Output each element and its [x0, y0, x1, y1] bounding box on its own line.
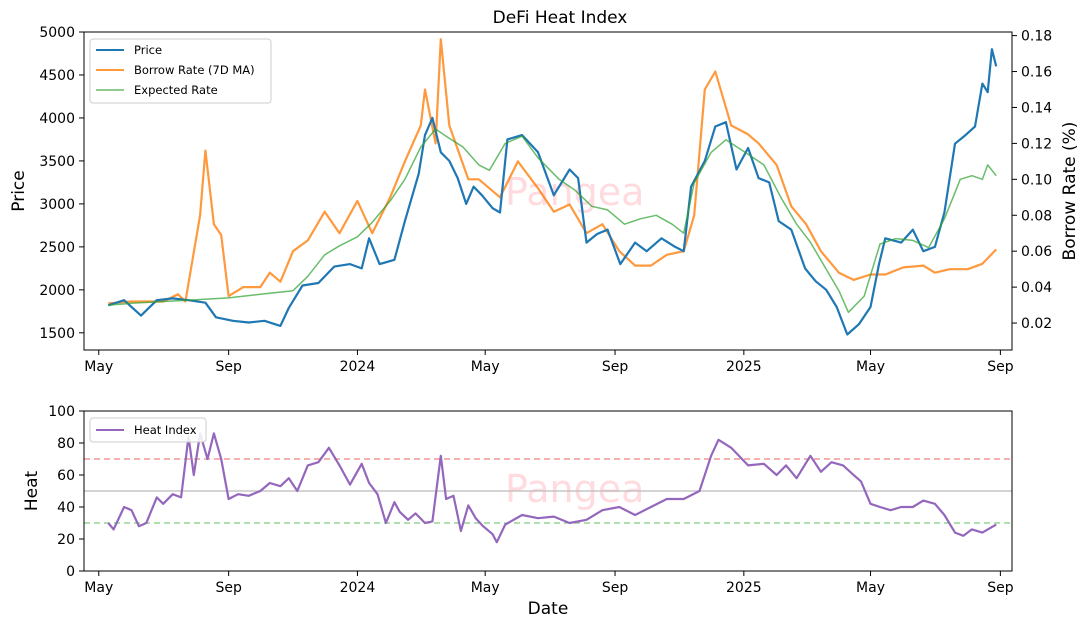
y2-tick-label: 0.16 [1021, 65, 1052, 81]
price-legend: Price Borrow Rate (7D MA) Expected Rate [89, 38, 272, 104]
borrow-rate-line [108, 38, 997, 305]
y-tick-label: 2000 [39, 283, 75, 299]
y-tick-label: 3000 [39, 197, 75, 213]
chart-title: DeFi Heat Index [493, 8, 628, 28]
x-tick-label: Sep [602, 359, 629, 375]
x-tick-label: Sep [215, 580, 242, 596]
y-tick-label: 60 [57, 468, 75, 484]
watermark-text: Pangea [505, 467, 644, 511]
y-tick-label: 20 [57, 532, 75, 548]
y-tick-label: 80 [57, 436, 75, 452]
y-tick-label: 40 [57, 500, 75, 516]
expected-rate-line [108, 128, 997, 314]
y2-tick-label: 0.12 [1021, 136, 1052, 152]
price-plot-frame [83, 31, 1013, 351]
x-tick-label: 2025 [726, 580, 762, 596]
x-tick-label: May [84, 580, 113, 596]
watermark: Pangea [505, 170, 644, 214]
y2-tick-label: 0.18 [1021, 29, 1052, 45]
heat-y-axis-label: Heat [22, 471, 42, 512]
date-x-axis-label: Date [528, 599, 569, 619]
y2-tick-label: 0.04 [1021, 280, 1052, 296]
x-tick-label: 2024 [340, 359, 376, 375]
x-tick-label: May [856, 359, 885, 375]
heat-legend: Heat Index [89, 417, 207, 443]
borrow-rate-y-axis: 0.02 0.04 0.06 0.08 0.10 0.12 0.14 0.16 0.18 [1012, 29, 1052, 332]
price-y-axis-label: Price [9, 170, 29, 211]
borrow-rate-y-axis-label: Borrow Rate (%) [1060, 122, 1080, 261]
x-tick-label: Sep [602, 580, 629, 596]
heat-plot-area [84, 432, 1012, 544]
legend-box [89, 417, 207, 443]
y-tick-label: 4000 [39, 111, 75, 127]
y2-tick-label: 0.02 [1021, 316, 1052, 332]
heat-index-line [107, 432, 997, 544]
watermark-text: Pangea [505, 170, 644, 214]
y-tick-label: 100 [48, 404, 75, 420]
y2-tick-label: 0.06 [1021, 244, 1052, 260]
x-tick-label: May [471, 580, 500, 596]
legend-label-borrow-rate: Borrow Rate (7D MA) [134, 63, 255, 77]
x-tick-label: Sep [215, 359, 242, 375]
x-tick-label: May [84, 359, 113, 375]
heat-y-axis: 0 20 40 60 80 100 [48, 404, 84, 580]
x-tick-label: May [856, 580, 885, 596]
legend-box [89, 38, 272, 104]
heat-chart: Pangea May Sep 2024 May Sep 2025 May Sep 0 20 40 6… [22, 404, 1014, 619]
heat-plot-frame [83, 410, 1013, 572]
price-line [107, 48, 998, 336]
watermark: Pangea [505, 467, 644, 511]
legend-label-heat-index: Heat Index [134, 423, 197, 437]
price-x-axis: May Sep 2024 May Sep 2025 May Sep [84, 350, 1014, 375]
y-tick-label: 3500 [39, 154, 75, 170]
y-tick-label: 5000 [39, 25, 75, 41]
y2-tick-label: 0.14 [1021, 100, 1052, 116]
legend-label-price: Price [134, 43, 162, 57]
x-tick-label: Sep [987, 359, 1014, 375]
y2-tick-label: 0.10 [1021, 172, 1052, 188]
price-y-axis: 1500 2000 2500 3000 3500 4000 4500 5000 [39, 25, 84, 342]
x-tick-label: Sep [987, 580, 1014, 596]
heat-x-axis: May Sep 2024 May Sep 2025 May Sep [84, 571, 1014, 596]
y-tick-label: 4500 [39, 68, 75, 84]
legend-label-expected-rate: Expected Rate [134, 83, 218, 97]
price-plot-area [107, 38, 998, 336]
y-tick-label: 2500 [39, 240, 75, 256]
x-tick-label: 2024 [340, 580, 376, 596]
y-tick-label: 0 [66, 564, 75, 580]
y2-tick-label: 0.08 [1021, 208, 1052, 224]
x-tick-label: May [471, 359, 500, 375]
x-tick-label: 2025 [726, 359, 762, 375]
y-tick-label: 1500 [39, 326, 75, 342]
price-chart: DeFi Heat Index Pangea May Sep 2024 May Sep 2… [9, 8, 1080, 375]
